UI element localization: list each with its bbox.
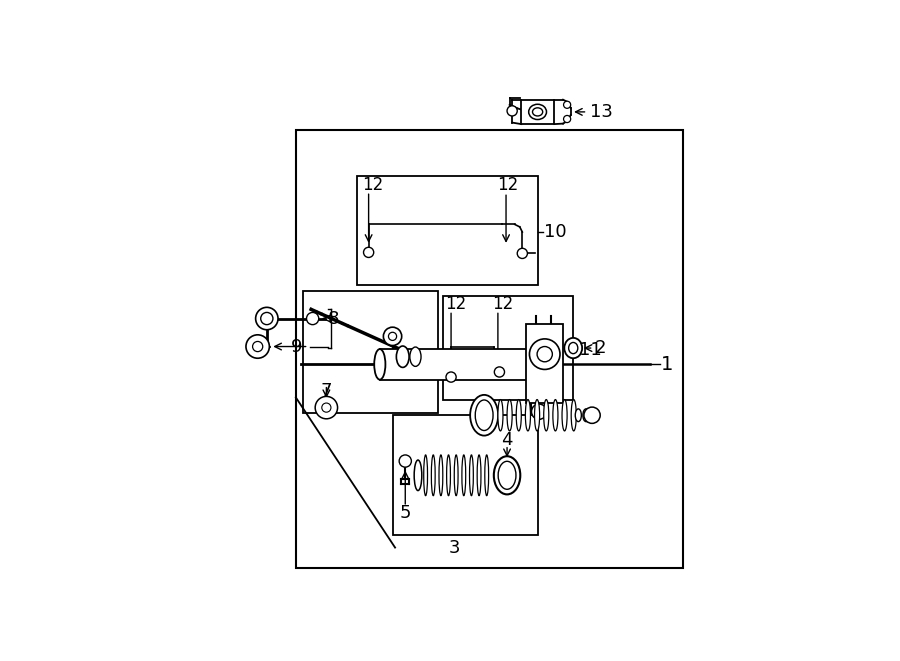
Ellipse shape — [507, 399, 512, 431]
Circle shape — [518, 249, 527, 258]
Circle shape — [400, 455, 411, 467]
Circle shape — [322, 403, 331, 412]
Ellipse shape — [526, 399, 530, 431]
Ellipse shape — [498, 399, 503, 431]
Ellipse shape — [533, 108, 543, 116]
Circle shape — [494, 367, 505, 377]
Ellipse shape — [477, 455, 481, 496]
Ellipse shape — [544, 399, 549, 431]
Ellipse shape — [374, 349, 385, 379]
Ellipse shape — [396, 346, 410, 368]
Text: 6: 6 — [431, 348, 442, 366]
Text: 12: 12 — [491, 295, 513, 313]
Ellipse shape — [475, 400, 493, 430]
Circle shape — [315, 397, 338, 419]
Ellipse shape — [410, 347, 421, 366]
Bar — [521, 100, 554, 124]
Text: 2: 2 — [595, 339, 607, 357]
Ellipse shape — [572, 399, 576, 431]
Ellipse shape — [575, 409, 581, 422]
Text: 4: 4 — [501, 431, 513, 449]
Ellipse shape — [535, 399, 540, 431]
Circle shape — [383, 327, 401, 346]
Ellipse shape — [528, 104, 546, 120]
Ellipse shape — [583, 409, 589, 422]
Text: 12: 12 — [362, 176, 383, 194]
Ellipse shape — [564, 338, 582, 358]
Circle shape — [563, 116, 571, 122]
Ellipse shape — [414, 460, 422, 490]
Bar — [380, 349, 543, 379]
Text: 1: 1 — [661, 355, 673, 374]
Circle shape — [532, 404, 547, 419]
Ellipse shape — [562, 399, 567, 431]
Circle shape — [261, 313, 273, 325]
Ellipse shape — [424, 455, 428, 496]
Circle shape — [246, 335, 269, 358]
Text: 13: 13 — [590, 103, 612, 121]
Ellipse shape — [553, 399, 558, 431]
Bar — [392, 415, 537, 535]
Circle shape — [537, 346, 553, 362]
Ellipse shape — [431, 455, 436, 496]
Ellipse shape — [485, 455, 489, 496]
Bar — [357, 176, 537, 286]
Text: 8: 8 — [328, 309, 339, 328]
Text: 10: 10 — [544, 223, 566, 241]
Circle shape — [584, 407, 600, 424]
Bar — [526, 324, 563, 403]
Ellipse shape — [470, 395, 499, 436]
Ellipse shape — [569, 342, 578, 354]
Circle shape — [256, 307, 278, 330]
Ellipse shape — [439, 455, 443, 496]
Bar — [444, 295, 573, 400]
Circle shape — [307, 313, 319, 325]
Text: 5: 5 — [400, 504, 411, 522]
Ellipse shape — [454, 455, 458, 496]
Bar — [296, 130, 683, 568]
Ellipse shape — [462, 455, 465, 496]
Circle shape — [364, 247, 374, 257]
Text: 3: 3 — [449, 539, 461, 557]
Circle shape — [563, 101, 571, 108]
Circle shape — [389, 332, 397, 340]
Circle shape — [507, 106, 517, 116]
Text: 12: 12 — [445, 295, 466, 313]
Ellipse shape — [446, 455, 450, 496]
Ellipse shape — [494, 456, 520, 494]
Text: 9: 9 — [291, 338, 302, 356]
Bar — [303, 291, 438, 412]
Circle shape — [446, 372, 456, 382]
Text: 11: 11 — [580, 341, 602, 359]
Text: 12: 12 — [497, 176, 518, 194]
Circle shape — [529, 339, 560, 369]
Ellipse shape — [499, 461, 516, 489]
Ellipse shape — [517, 399, 521, 431]
Ellipse shape — [470, 455, 473, 496]
Text: 7: 7 — [320, 382, 332, 400]
Circle shape — [253, 342, 263, 352]
